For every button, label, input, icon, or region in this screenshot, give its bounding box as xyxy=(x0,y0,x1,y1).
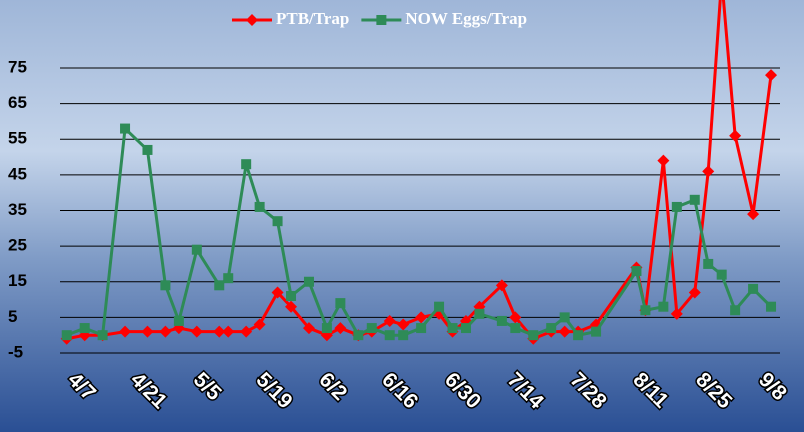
marker xyxy=(474,308,485,319)
y-tick-label: 45 xyxy=(8,164,27,183)
marker xyxy=(159,325,172,338)
marker xyxy=(510,323,521,334)
marker xyxy=(546,323,557,334)
marker xyxy=(748,283,759,294)
marker xyxy=(416,323,427,334)
marker xyxy=(223,273,234,284)
marker xyxy=(495,279,508,292)
y-tick-label: 15 xyxy=(8,271,27,290)
marker xyxy=(591,326,602,337)
marker xyxy=(214,280,225,291)
marker xyxy=(97,330,108,341)
marker xyxy=(528,330,539,341)
marker xyxy=(397,318,410,331)
marker xyxy=(702,165,715,178)
marker xyxy=(688,286,701,299)
marker xyxy=(160,280,171,291)
legend-marker xyxy=(246,14,258,26)
marker xyxy=(120,123,131,134)
marker xyxy=(272,216,283,227)
marker xyxy=(671,201,682,212)
marker xyxy=(213,325,226,338)
marker xyxy=(730,305,741,316)
y-tick-label: 5 xyxy=(8,307,17,326)
marker xyxy=(509,311,522,324)
marker xyxy=(141,325,154,338)
legend-label: NOW Eggs/Trap xyxy=(405,9,527,28)
marker xyxy=(240,325,253,338)
marker xyxy=(366,323,377,334)
marker xyxy=(241,159,252,170)
marker xyxy=(496,315,507,326)
marker xyxy=(191,244,202,255)
y-tick-label: 25 xyxy=(8,236,27,255)
legend: PTB/Trap NOW Eggs/Trap xyxy=(232,9,527,28)
marker xyxy=(460,323,471,334)
marker xyxy=(286,291,297,301)
marker xyxy=(384,330,395,341)
marker xyxy=(716,269,727,280)
marker xyxy=(190,325,203,338)
marker xyxy=(729,129,742,142)
marker xyxy=(254,201,265,212)
marker xyxy=(271,286,284,299)
plot xyxy=(60,0,778,345)
marker xyxy=(447,323,458,334)
marker xyxy=(640,305,651,316)
marker xyxy=(703,258,714,269)
y-tick-label: 65 xyxy=(8,93,27,112)
marker xyxy=(573,330,584,341)
marker xyxy=(321,323,332,334)
marker xyxy=(434,301,445,312)
marker xyxy=(303,276,314,287)
marker xyxy=(747,208,760,221)
marker xyxy=(61,330,72,341)
legend-marker xyxy=(376,15,387,25)
marker xyxy=(334,322,347,335)
marker xyxy=(253,318,266,331)
marker xyxy=(335,298,346,309)
marker xyxy=(383,314,396,327)
marker xyxy=(302,322,315,335)
legend-label: PTB/Trap xyxy=(276,9,349,28)
marker xyxy=(79,323,90,334)
marker xyxy=(657,154,670,167)
marker xyxy=(631,266,642,277)
marker xyxy=(173,315,184,326)
marker xyxy=(558,325,571,338)
marker xyxy=(415,311,428,324)
marker xyxy=(766,301,777,312)
marker xyxy=(689,194,700,205)
y-tick-label: 35 xyxy=(8,200,27,219)
y-tick-label: 75 xyxy=(8,57,27,76)
marker xyxy=(670,307,683,320)
marker xyxy=(142,144,153,155)
marker xyxy=(222,325,235,338)
marker xyxy=(658,301,669,312)
y-tick-label: 55 xyxy=(8,129,27,148)
marker xyxy=(353,330,364,341)
marker xyxy=(765,69,778,82)
marker xyxy=(285,300,298,313)
marker xyxy=(559,312,570,323)
marker xyxy=(119,325,132,338)
marker xyxy=(398,330,409,341)
y-tick-label: -5 xyxy=(8,342,23,361)
